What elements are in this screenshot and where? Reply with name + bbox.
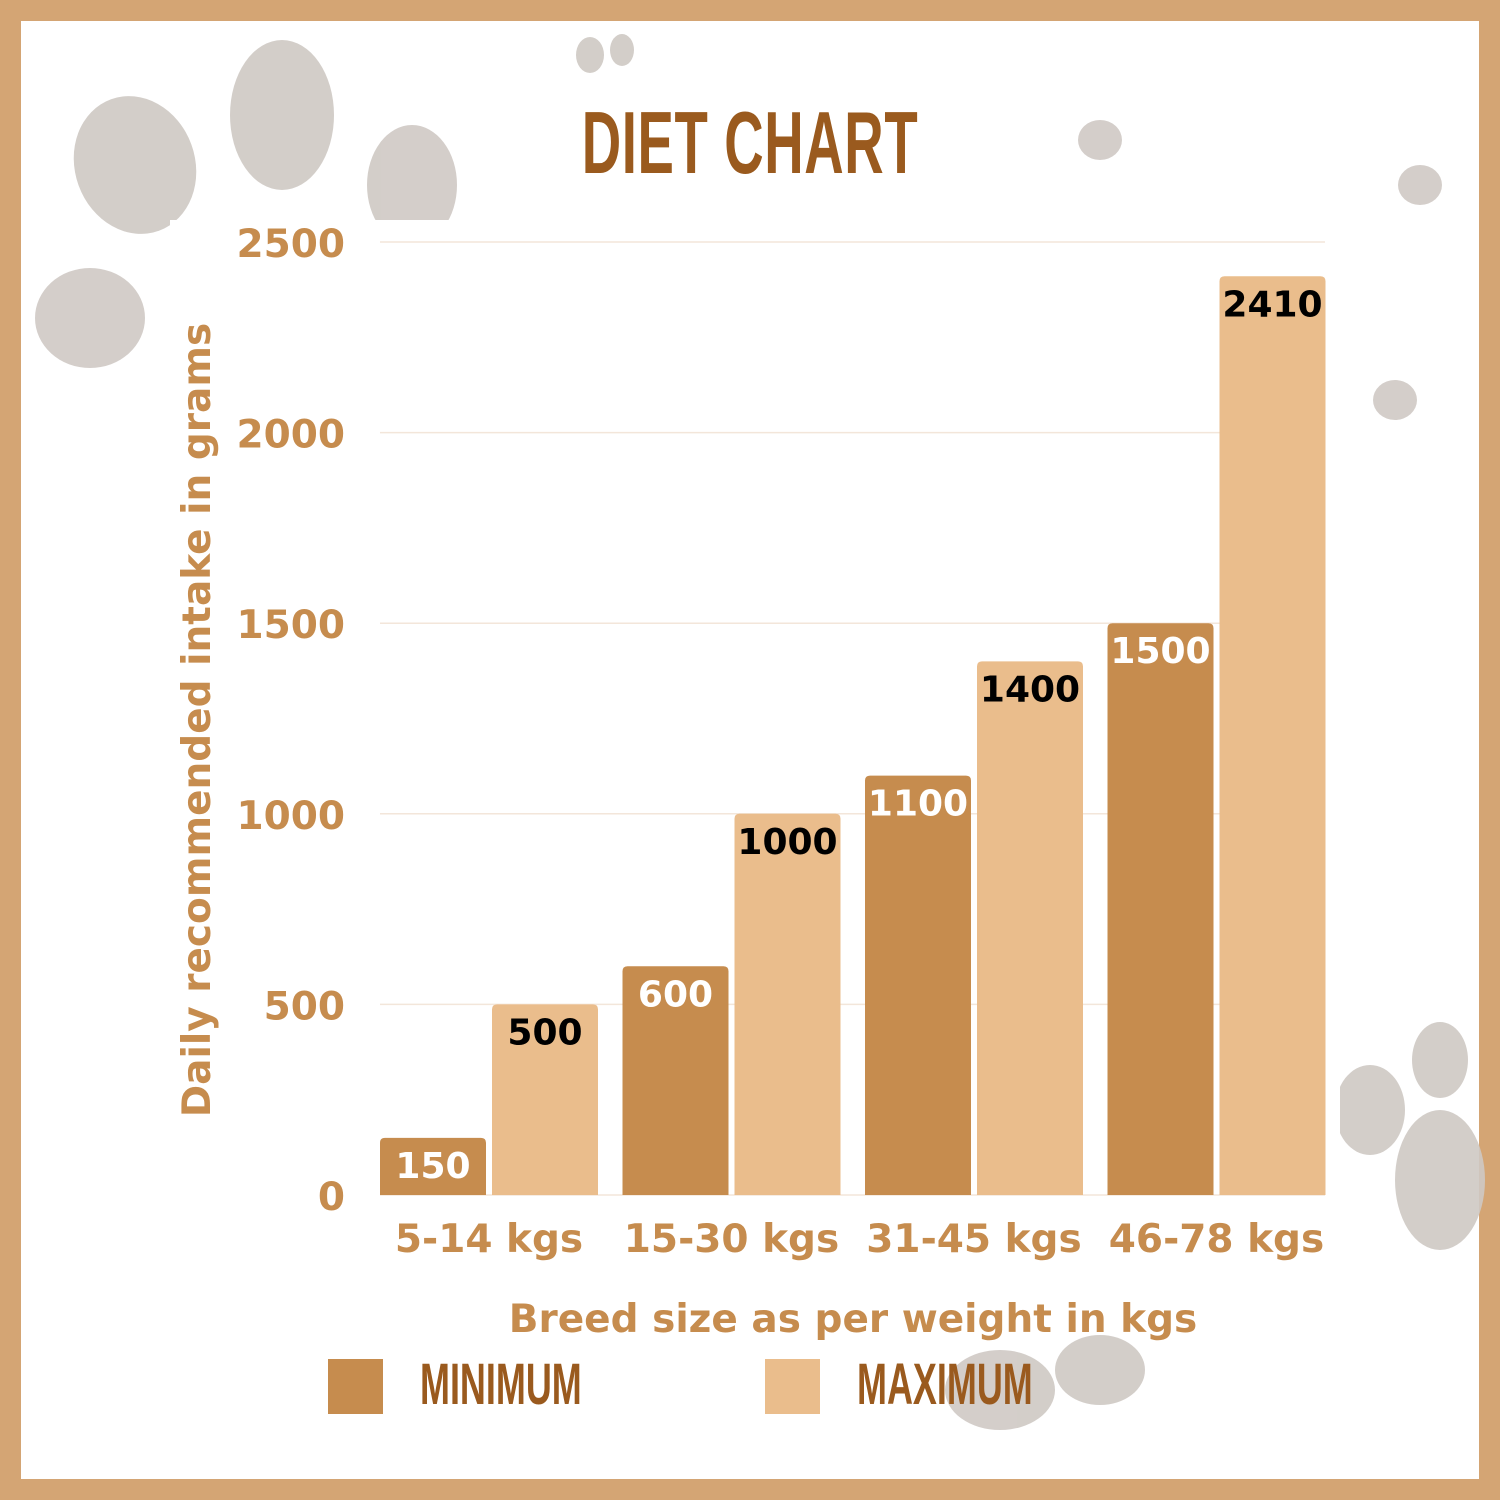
bar-minimum	[1107, 623, 1214, 1195]
legend: MINIMUM MAXIMUM	[328, 1352, 1033, 1417]
bar-minimum	[622, 966, 729, 1195]
bar-maximum	[977, 661, 1083, 1195]
y-tick-label: 0	[318, 1175, 345, 1220]
bar-minimum	[865, 775, 971, 1195]
y-tick-label: 500	[264, 984, 345, 1029]
paw-print-icon	[35, 268, 145, 368]
paw-print-icon	[73, 96, 197, 234]
x-tick-label: 31-45 kgs	[866, 1217, 1081, 1262]
paw-print-icon	[1395, 1110, 1485, 1250]
paw-print-icon	[1373, 380, 1417, 420]
bar-maximum	[734, 813, 841, 1195]
chart-title: DIET CHART	[581, 93, 919, 192]
data-label: 150	[395, 1146, 470, 1187]
bar-maximum	[1219, 276, 1326, 1196]
y-tick-label: 1500	[236, 603, 345, 648]
paw-print-icon	[1335, 1065, 1405, 1155]
paw-print-icon	[610, 34, 634, 66]
data-label: 1400	[980, 669, 1080, 710]
paw-print-icon	[1078, 120, 1122, 160]
paw-print-icon	[367, 125, 457, 245]
x-tick-label: 5-14 kgs	[395, 1217, 583, 1262]
data-label: 500	[507, 1012, 582, 1053]
data-label: 1500	[1110, 631, 1210, 672]
x-tick-label: 46-78 kgs	[1109, 1217, 1324, 1262]
paw-print-icon	[1398, 165, 1442, 205]
legend-swatch-maximum	[765, 1359, 820, 1414]
x-tick-label: 15-30 kgs	[624, 1217, 839, 1262]
data-label: 1000	[737, 822, 837, 863]
data-label: 1100	[868, 784, 968, 825]
data-label: 600	[638, 974, 713, 1015]
legend-label-maximum: MAXIMUM	[857, 1352, 1033, 1417]
y-tick-label: 2500	[236, 222, 345, 267]
paw-print-icon	[230, 40, 334, 190]
legend-swatch-minimum	[328, 1359, 383, 1414]
paw-print-icon	[1055, 1335, 1145, 1405]
y-tick-label: 1000	[236, 794, 345, 839]
data-label: 2410	[1222, 284, 1322, 325]
legend-label-minimum: MINIMUM	[420, 1352, 582, 1417]
y-tick-label: 2000	[236, 413, 345, 458]
paw-print-icon	[945, 1350, 1055, 1430]
paw-print-icon	[1412, 1022, 1468, 1098]
bar-minimum	[380, 1137, 486, 1195]
paw-print-icon	[576, 37, 604, 73]
bar-maximum	[492, 1004, 598, 1195]
x-axis-label: Breed size as per weight in kgs	[509, 1297, 1197, 1342]
y-axis-label: Daily recommended intake in grams	[175, 323, 220, 1117]
